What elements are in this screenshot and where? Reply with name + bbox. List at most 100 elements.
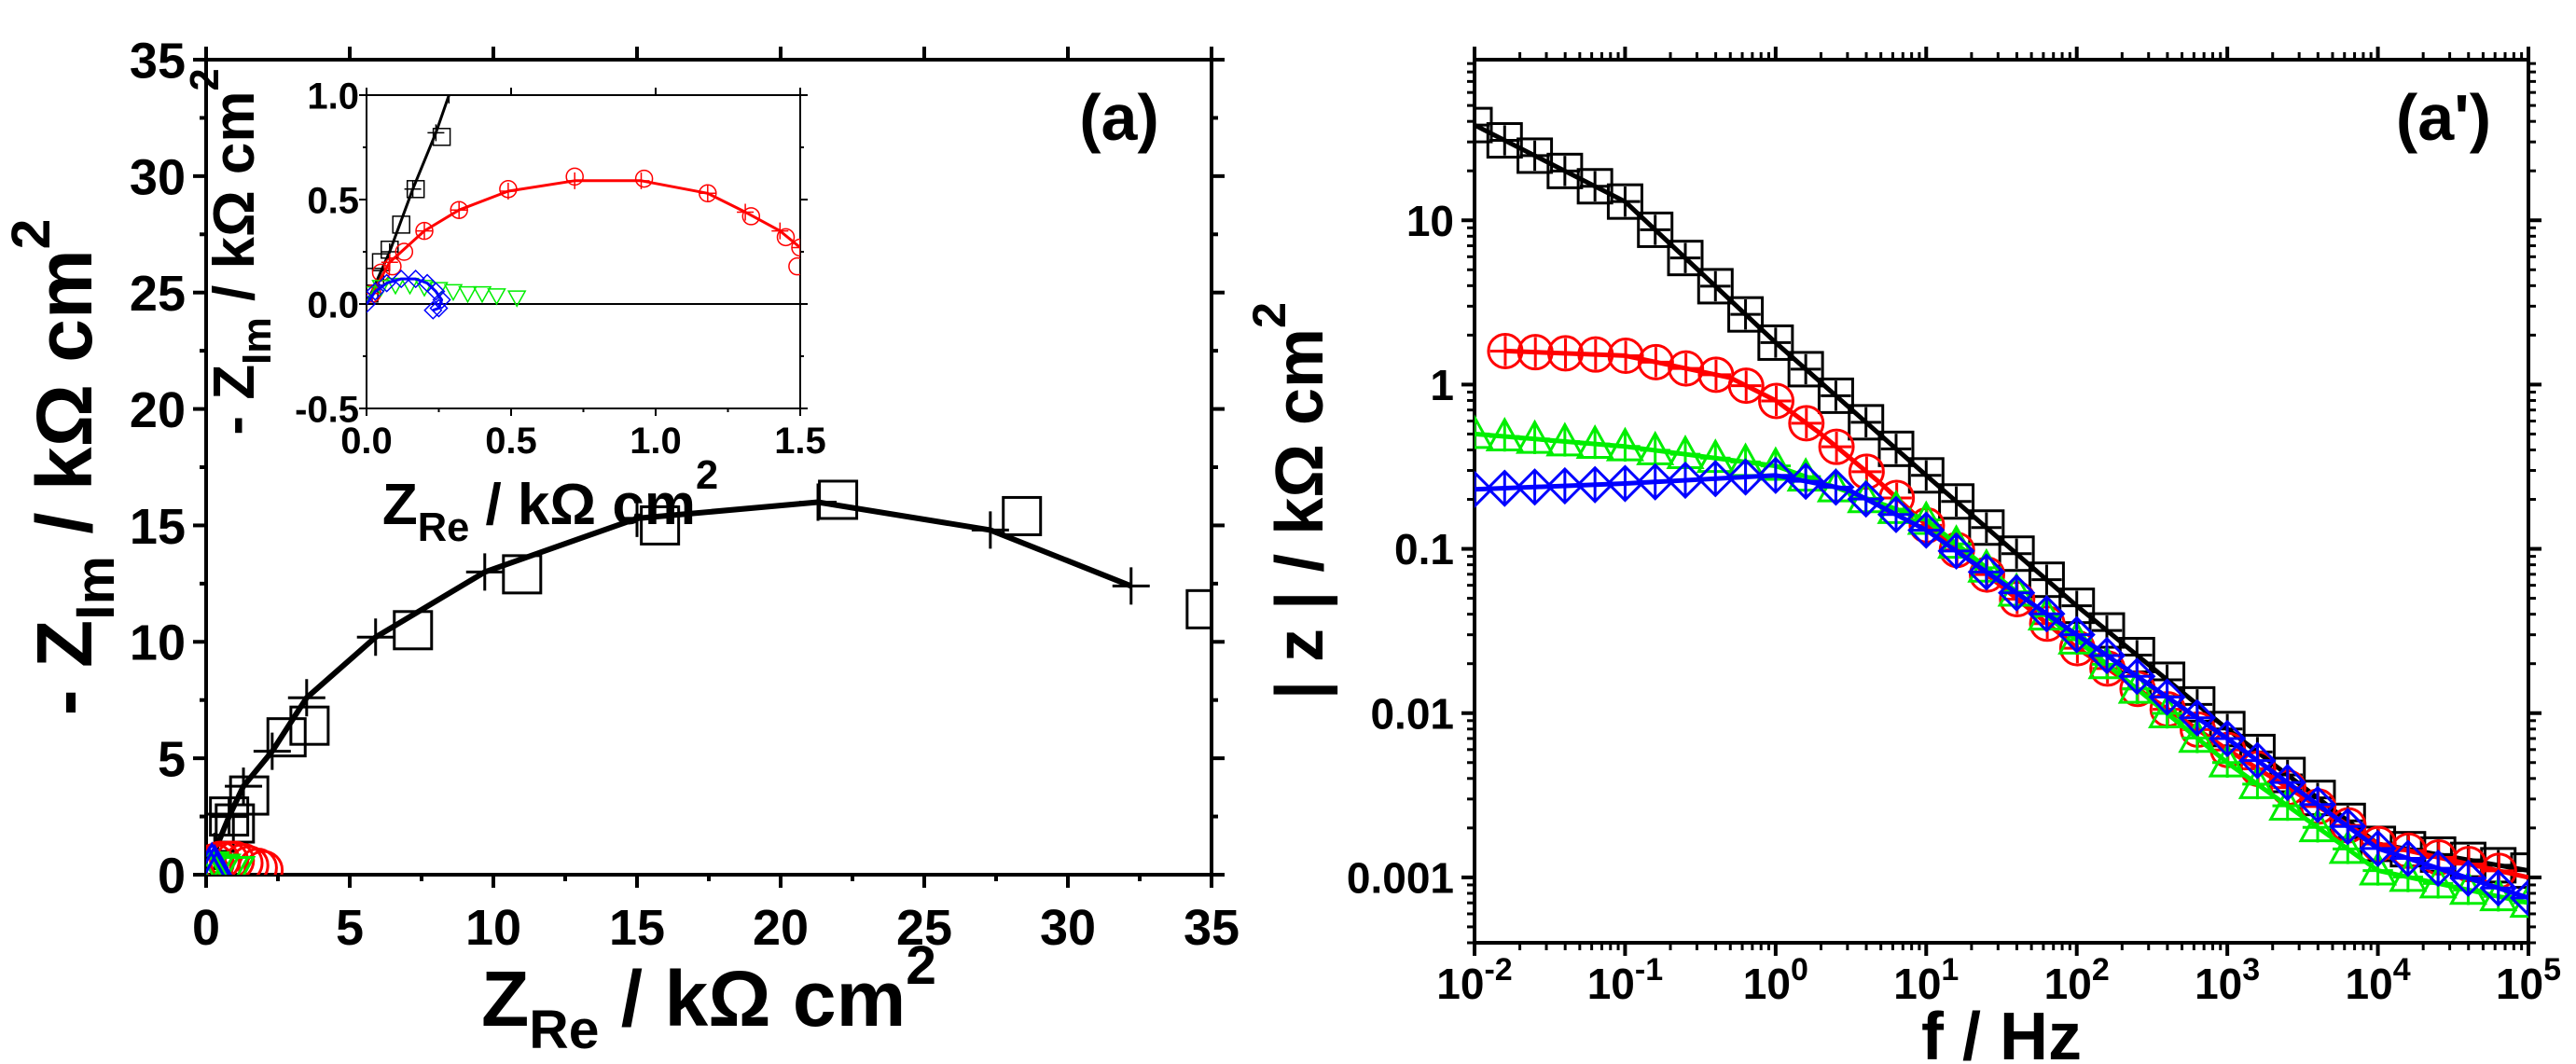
data-point-diamond (2509, 878, 2528, 918)
fit-point-plus (1489, 473, 1520, 504)
data-point-diamond (2118, 657, 2156, 696)
panel-label: (a) (1079, 81, 1159, 154)
data-point-diamond (1606, 464, 1644, 503)
data-point-diamond (432, 290, 451, 310)
data-point-diamond (2209, 719, 2247, 758)
fit-point-plus (287, 679, 325, 717)
y-tick-label: -0.5 (295, 389, 359, 430)
fit-point-plus (1519, 140, 1550, 172)
fit-point-plus (1610, 431, 1641, 462)
data-point-square (393, 610, 434, 651)
y-tick-label: 0.1 (1394, 525, 1454, 573)
fit-point-plus (1730, 462, 1761, 492)
fit-point-plus (1791, 408, 1822, 439)
data-point-diamond (1817, 468, 1855, 506)
fit-point-plus (1640, 214, 1670, 245)
fit-point-plus (1761, 385, 1792, 417)
fit-point-plus (1475, 109, 1490, 141)
data-point-diamond (2298, 785, 2337, 823)
y-tick-label: 10 (1406, 197, 1454, 245)
x-tick-label: 10-1 (1587, 952, 1663, 1008)
data-point-diamond (1516, 468, 1554, 506)
data-point-square (1697, 268, 1734, 305)
fit-point-plus (465, 553, 504, 591)
data-point-diamond (1756, 456, 1794, 494)
panel-label: (a') (2396, 81, 2491, 154)
data-point-triangle-down (214, 856, 256, 875)
fit-point-plus (699, 185, 716, 202)
fit-point-plus (799, 483, 838, 521)
fit-point-plus (381, 254, 398, 271)
x-axis-title-sub: Re (529, 1000, 599, 1060)
y-tick-label: 0.001 (1347, 853, 1454, 902)
data-point-diamond (1576, 465, 1614, 504)
fit-point-plus (1669, 464, 1701, 496)
x-axis-title-sup: 2 (906, 935, 936, 996)
x-tick-base: 10 (1743, 960, 1791, 1008)
data-point-diamond (2268, 764, 2306, 802)
inset-background (367, 95, 800, 408)
y-axis-title-sup: 2 (1242, 302, 1295, 328)
fit-point-plus (792, 239, 800, 256)
data-point-diamond (2238, 741, 2277, 780)
data-point-square (1667, 240, 1704, 277)
data-point-square (1475, 106, 1493, 144)
x-tick-label: 105 (2496, 952, 2561, 1008)
series-line (1475, 431, 2528, 905)
data-point-diamond (2419, 849, 2458, 888)
y-tick-label: 0.01 (1370, 689, 1454, 738)
fit-point-plus (356, 618, 395, 656)
fit-point-plus (1475, 419, 1490, 449)
data-point-diamond (2449, 859, 2487, 897)
x-tick-label: 0.0 (340, 421, 393, 462)
data-point-diamond (392, 269, 411, 289)
fit-point-plus (1700, 359, 1732, 391)
x-tick-label: 15 (609, 900, 665, 956)
data-point-circle (1668, 350, 1705, 387)
data-point-square (640, 504, 681, 546)
fit-point-plus (1580, 339, 1612, 370)
x-axis-title: f / Hz (1921, 1000, 2082, 1064)
series-blue-data (1475, 456, 2528, 918)
fit-point-plus (1610, 186, 1641, 217)
x-tick-label: 100 (1743, 952, 1808, 1008)
data-point-square (1517, 137, 1554, 174)
fit-point-plus (2453, 863, 2484, 893)
fit-point-plus (2362, 833, 2393, 864)
data-point-diamond (367, 294, 377, 314)
x-tick-exp: 4 (2393, 952, 2411, 988)
data-point-diamond (2389, 839, 2427, 877)
y-axis-title: - ZIm / kΩ cm2 (1, 219, 126, 716)
x-tick-exp: -2 (1484, 952, 1512, 988)
data-point-diamond (1877, 495, 1916, 533)
fit-point-plus (1519, 423, 1550, 454)
data-point-circle (1788, 405, 1825, 442)
fit-point-plus (2001, 577, 2032, 609)
data-point-circle (1818, 428, 1855, 465)
data-point-circle (1637, 343, 1674, 380)
data-point-circle (1758, 382, 1795, 420)
fit-point-plus (2242, 745, 2273, 776)
fit-point-plus (2061, 590, 2092, 621)
x-tick-label: 10-2 (1436, 952, 1512, 1008)
fit-point-plus (2031, 564, 2062, 595)
data-point-circle (229, 845, 270, 875)
x-tick-base: 10 (1893, 960, 1941, 1008)
x-tick-base: 10 (2044, 960, 2092, 1008)
y-axis-title-rest: / kΩ cm (202, 91, 267, 318)
x-tick-base: 10 (1436, 960, 1484, 1008)
fit-point-plus (404, 180, 422, 198)
plot-area (367, 95, 800, 320)
fit-point-plus (1640, 466, 1670, 497)
data-point-square (1002, 495, 1043, 536)
data-point-triangle (1475, 414, 1494, 449)
fit-point-plus (1475, 474, 1490, 505)
series-blue-data (206, 841, 232, 875)
fit-point-plus (1790, 353, 1821, 385)
fit-point-plus (1640, 435, 1670, 466)
y-tick-label: 1.0 (307, 76, 359, 117)
x-tick-label: 0.5 (485, 421, 537, 462)
x-tick-label: 0 (192, 900, 220, 956)
fit-point-plus (416, 222, 433, 240)
